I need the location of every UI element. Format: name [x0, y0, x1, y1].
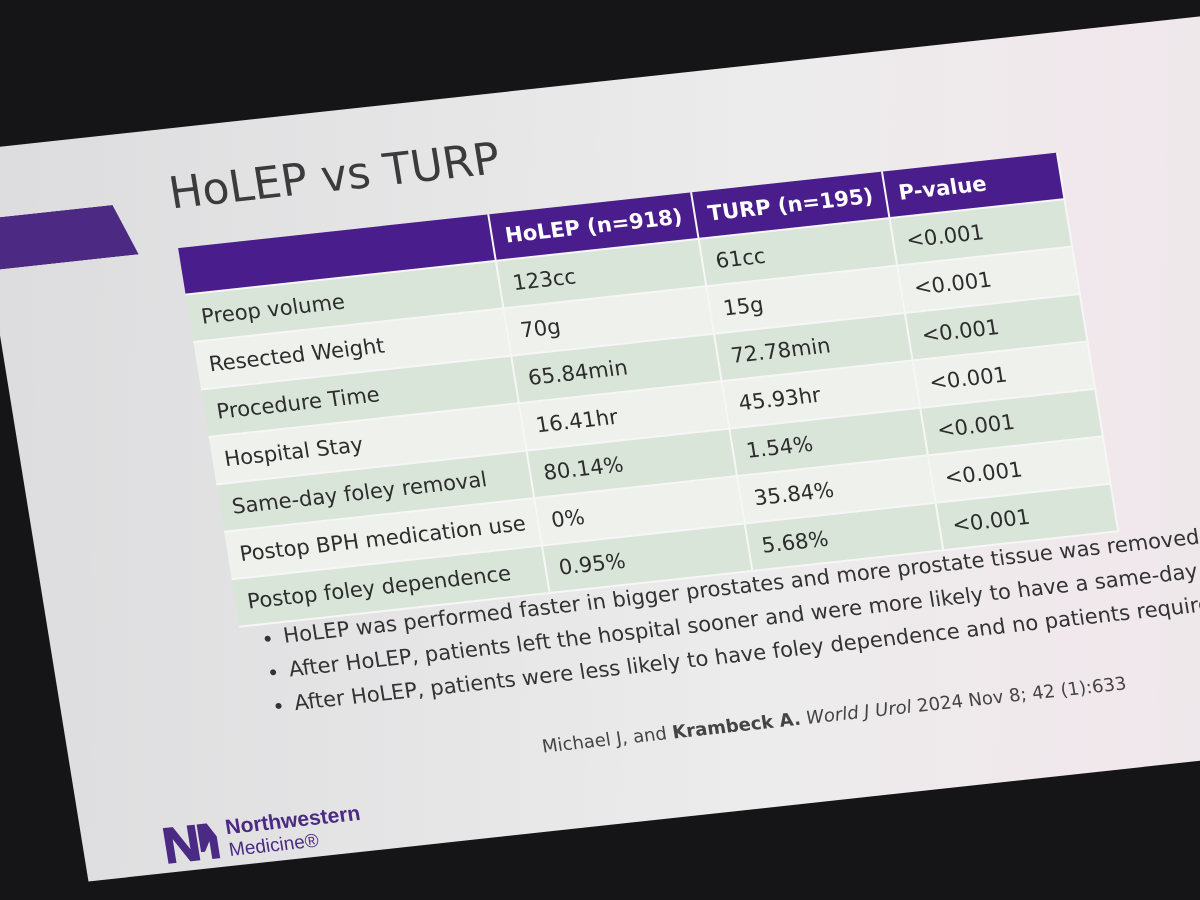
logo: Northwestern Medicine®: [160, 802, 366, 869]
slide-title: HoLEP vs TURP: [165, 133, 504, 220]
slide: HoLEP vs TURP HoLEP (n=918) TURP (n=195) P…: [0, 7, 1200, 882]
accent-bar: [0, 203, 139, 271]
citation-details: 2024 Nov 8; 42 (1):633: [915, 673, 1128, 717]
citation-journal: World J Urol: [804, 696, 914, 729]
logo-text: Northwestern Medicine®: [224, 802, 366, 862]
citation-senior: Krambeck A.: [670, 708, 803, 744]
citation-authors: Michael J, and: [540, 723, 669, 758]
logo-mark: [162, 823, 221, 864]
citation: Michael J, and Krambeck A. World J Urol …: [541, 673, 1128, 757]
